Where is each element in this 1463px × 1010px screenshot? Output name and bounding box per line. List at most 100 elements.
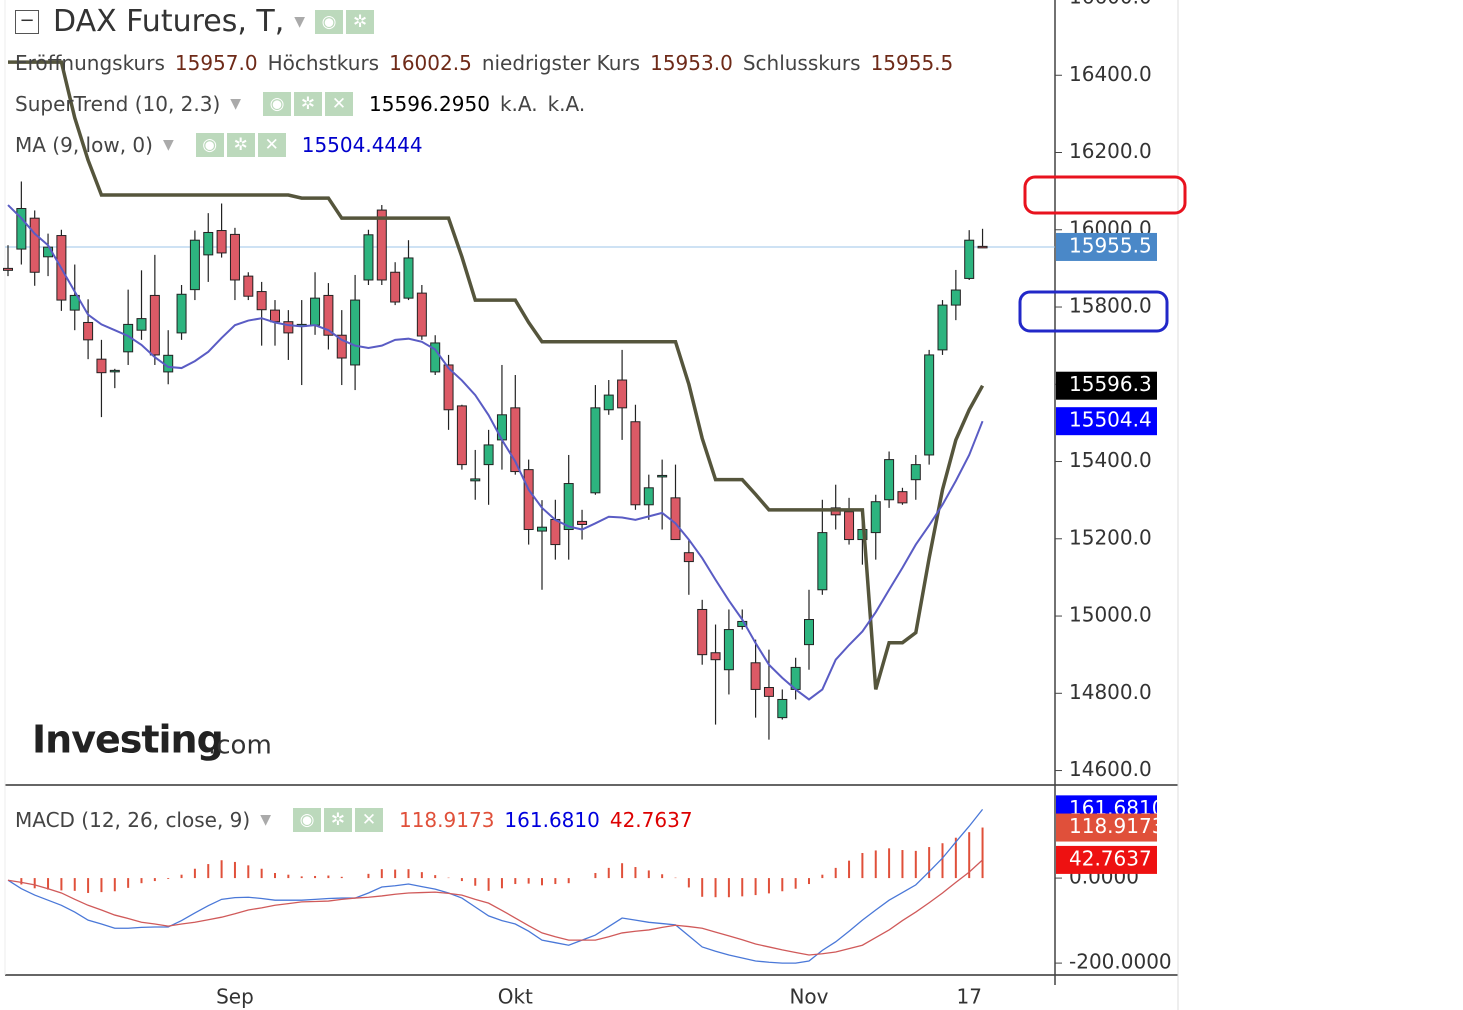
chart-title: DAX Futures, T, — [53, 4, 285, 39]
candle-body — [136, 318, 147, 331]
candle-body — [283, 321, 294, 334]
candle-body — [924, 354, 935, 456]
candle-body — [710, 652, 721, 661]
collapse-button[interactable]: − — [15, 9, 39, 34]
price-flag-label: 118.9173 — [1069, 814, 1164, 838]
candle-body — [3, 267, 13, 271]
candle-body — [203, 231, 214, 256]
y-tick-label: 14800.0 — [1069, 680, 1152, 704]
dropdown[interactable]: ▼ — [260, 812, 271, 828]
candle-body — [763, 687, 774, 697]
indicator-row: MACD (12, 26, close, 9) ▼ ◉ ✲ ✕ 118.9173 1… — [15, 808, 703, 832]
indicator-name: SuperTrend (10, 2.3) — [15, 92, 221, 116]
candle-body — [510, 407, 521, 473]
highlight-ellipse — [1018, 290, 1169, 333]
candle-body — [243, 275, 254, 297]
settings-icon[interactable]: ✲ — [323, 808, 352, 832]
ohlc-value: 15953.0 — [650, 51, 733, 75]
supertrend-line — [8, 60, 985, 690]
candle-body — [550, 518, 561, 546]
candle-body — [697, 608, 708, 656]
y-tick-label: 15000.0 — [1069, 603, 1152, 627]
candle-body — [256, 291, 267, 311]
candle-body — [884, 459, 895, 501]
settings-icon[interactable]: ✲ — [226, 133, 255, 157]
price-flag-label: 42.7637 — [1069, 846, 1152, 870]
ohlc-value: 15955.5 — [870, 51, 954, 75]
ohlc-row: Eröffnungskurs 15957.0 Höchstkurs 16002.5 … — [15, 51, 963, 75]
price-flag — [1056, 813, 1157, 842]
indicator-value: 161.6810 — [504, 808, 600, 832]
candle-body — [69, 294, 80, 311]
candle-body — [336, 334, 347, 359]
y-tick-label: 15800.0 — [1069, 294, 1152, 318]
candle-body — [670, 497, 681, 541]
price-flag — [1056, 407, 1157, 436]
watermark: Investing — [32, 718, 223, 762]
candle-body — [270, 309, 280, 323]
indicator-value: k.A. — [547, 92, 586, 116]
price-flag-label: 15955.5 — [1069, 233, 1152, 257]
visibility-icon[interactable]: ◉ — [315, 9, 344, 34]
candle-body — [977, 245, 988, 249]
candle-body — [804, 619, 814, 646]
ohlc-name: Höchstkurs — [267, 51, 380, 75]
candle-body — [323, 294, 334, 336]
highlight-ellipse — [1023, 175, 1187, 215]
candle-body — [229, 233, 240, 281]
price-flag — [1056, 371, 1157, 400]
title-row: − DAX Futures, T, ▼ ◉ ✲ — [15, 4, 377, 39]
candle-body — [750, 662, 761, 690]
y-tick-label: -200.0000 — [1069, 950, 1172, 974]
candle-body — [964, 239, 975, 279]
indicator-value: 42.7637 — [609, 808, 693, 832]
dropdown[interactable]: ▼ — [294, 13, 306, 30]
candle-body — [897, 491, 908, 504]
x-tick-label: Nov — [789, 985, 828, 1009]
visibility-icon[interactable]: ◉ — [263, 92, 292, 116]
candle-body — [443, 364, 454, 411]
macd-line — [7, 808, 984, 964]
candle-body — [470, 478, 481, 482]
candle-body — [29, 217, 40, 273]
candle-body — [416, 292, 427, 337]
y-tick-label: 16200.0 — [1069, 139, 1152, 163]
candle-body — [910, 464, 921, 481]
watermark: .com — [208, 731, 272, 761]
x-tick-label: 17 — [956, 985, 981, 1009]
dropdown[interactable]: ▼ — [162, 137, 174, 153]
candle-body — [390, 271, 401, 303]
y-tick-label: 15400.0 — [1069, 448, 1152, 472]
candle-body — [630, 421, 641, 506]
ohlc-name: Schlusskurs — [742, 51, 861, 75]
candle-body — [403, 257, 414, 299]
candle-body — [376, 209, 387, 281]
indicator-value: 15504.4444 — [301, 133, 423, 157]
ohlc-name: Eröffnungskurs — [15, 51, 165, 75]
ma-line — [7, 204, 984, 701]
candle-body — [563, 483, 574, 531]
settings-icon[interactable]: ✲ — [294, 92, 323, 116]
candle-body — [817, 532, 828, 591]
indicator-value: k.A. — [499, 92, 538, 116]
remove-icon[interactable]: ✕ — [257, 133, 286, 157]
candle-body — [603, 394, 614, 411]
candle-body — [523, 469, 534, 531]
indicator-row: MA (9, low, 0) ▼ ◉ ✲ ✕ 15504.4444 — [15, 133, 433, 157]
visibility-icon[interactable]: ◉ — [195, 133, 224, 157]
dropdown[interactable]: ▼ — [230, 96, 242, 112]
candle-body — [189, 239, 200, 291]
remove-icon[interactable]: ✕ — [354, 808, 383, 832]
candle-body — [870, 501, 881, 534]
candle-body — [363, 234, 374, 281]
price-flag — [1056, 232, 1157, 261]
visibility-icon[interactable]: ◉ — [292, 808, 321, 832]
candle-body — [149, 294, 160, 356]
remove-icon[interactable]: ✕ — [325, 92, 354, 116]
ohlc-name: niedrigster Kurs — [481, 51, 641, 75]
settings-icon[interactable]: ✲ — [346, 9, 375, 34]
candle-body — [723, 629, 734, 671]
candle-body — [937, 304, 948, 351]
candle-body — [577, 520, 588, 525]
